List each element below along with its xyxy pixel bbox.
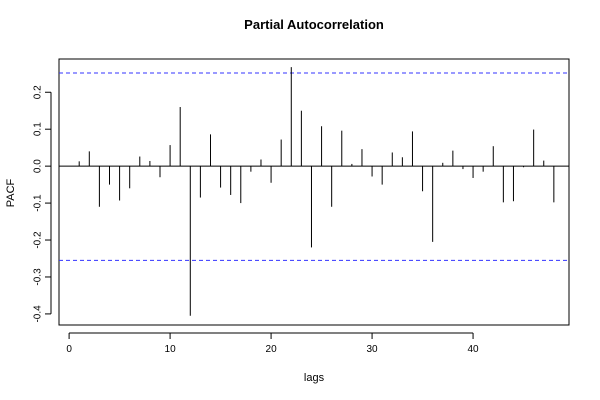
y-tick-label: -0.2 [33,231,44,249]
y-tick-label: -0.3 [33,268,44,286]
x-tick-label: 10 [165,344,177,355]
pacf-bars [59,67,569,316]
x-axis-label: lags [304,372,325,384]
y-tick-label: 0.0 [33,159,44,173]
y-tick-label: -0.4 [33,305,44,323]
x-tick-label: 30 [367,344,379,355]
axis-ticks: 0 10 20 30 40 -0.4 -0.3 -0.2 -0.1 0.0 0.1 0.2 [33,85,479,355]
y-tick-label: 0.2 [33,85,44,99]
y-axis-label: PACF [5,178,17,207]
chart-title: Partial Autocorrelation [244,17,384,32]
x-tick-label: 0 [66,344,72,355]
plot-frame [58,58,570,326]
x-tick-label: 20 [266,344,278,355]
x-tick-label: 40 [467,344,479,355]
y-tick-label: -0.1 [33,194,44,212]
y-tick-label: 0.1 [33,122,44,136]
